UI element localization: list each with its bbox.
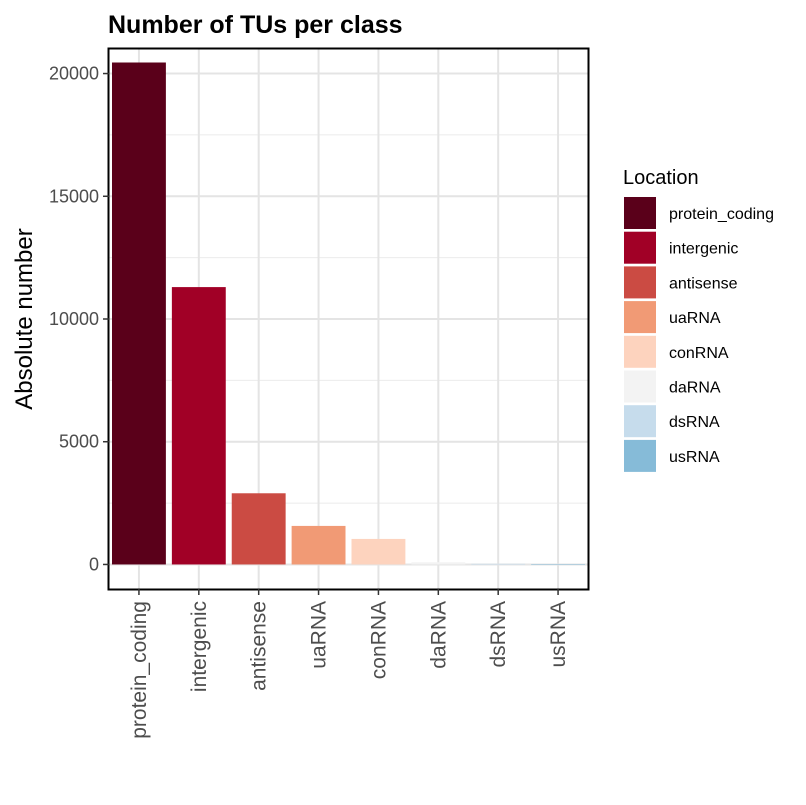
legend: Location protein_coding intergenic antisen… <box>623 167 774 472</box>
x-tick-label: antisense <box>248 601 271 691</box>
x-tick-label: dsRNA <box>487 601 510 668</box>
y-tick-label: 0 <box>89 554 99 574</box>
x-axis: protein_coding intergenic antisense uaRNA co… <box>128 589 570 739</box>
legend-items: protein_coding intergenic antisense uaRNA co… <box>624 197 774 472</box>
legend-label: antisense <box>669 275 738 292</box>
y-tick-label: 5000 <box>59 432 99 452</box>
legend-label: daRNA <box>669 380 721 397</box>
legend-key <box>624 231 656 264</box>
legend-label: usRNA <box>669 449 720 466</box>
legend-label: uaRNA <box>669 310 721 327</box>
y-axis: 0 5000 10000 15000 20000 <box>49 64 109 574</box>
bar-protein_coding <box>111 62 166 565</box>
bar-daRNA <box>411 562 466 565</box>
legend-key <box>624 335 656 368</box>
legend-label: conRNA <box>669 345 729 362</box>
legend-label: protein_coding <box>669 206 774 223</box>
bar-usRNA <box>531 564 586 565</box>
bar-conRNA <box>351 538 406 565</box>
y-tick-label: 15000 <box>49 186 99 206</box>
legend-key <box>624 197 656 229</box>
legend-label: intergenic <box>669 241 738 258</box>
bar-intergenic <box>171 287 226 565</box>
legend-label: dsRNA <box>669 414 720 431</box>
bars-group <box>111 62 586 565</box>
x-tick-label: intergenic <box>188 601 211 692</box>
legend-key <box>624 301 656 334</box>
legend-key <box>624 266 656 299</box>
x-tick-label: usRNA <box>547 601 570 668</box>
bar-dsRNA <box>471 563 526 565</box>
x-tick-label: uaRNA <box>308 601 331 669</box>
legend-title: Location <box>623 167 699 189</box>
y-tick-label: 20000 <box>49 64 99 84</box>
chart-title: Number of TUs per class <box>108 11 403 39</box>
bar-antisense <box>231 493 286 565</box>
x-tick-label: protein_coding <box>128 601 151 739</box>
y-tick-label: 10000 <box>49 309 99 329</box>
legend-key <box>624 370 656 403</box>
bar-uaRNA <box>291 525 346 565</box>
legend-key <box>624 439 656 472</box>
y-axis-label: Absolute number <box>11 228 38 409</box>
x-tick-label: daRNA <box>427 601 450 669</box>
x-tick-label: conRNA <box>367 601 390 679</box>
legend-key <box>624 405 656 438</box>
